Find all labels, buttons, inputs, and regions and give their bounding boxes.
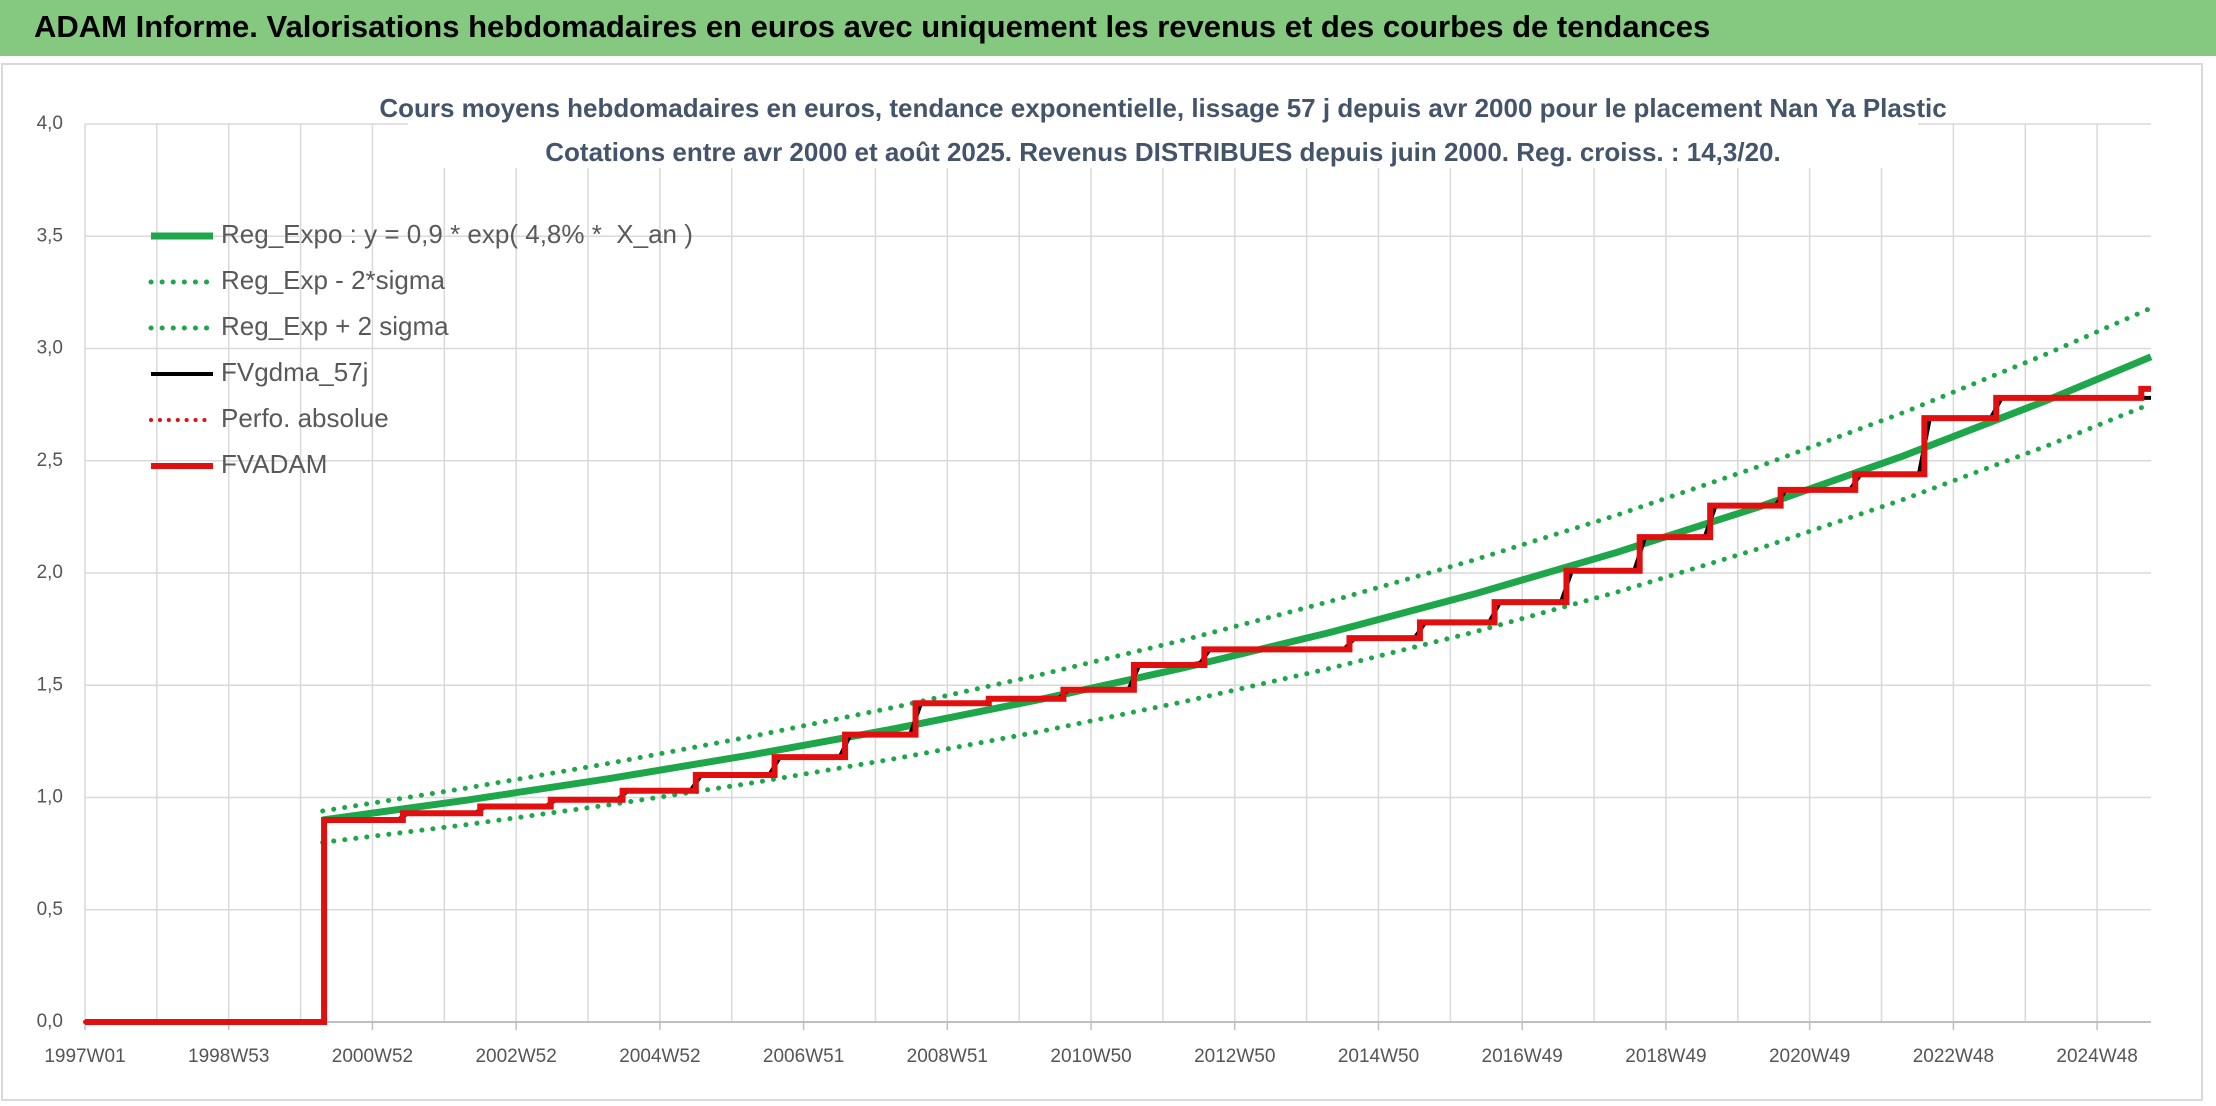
y-tick-label: 4,0 <box>37 113 63 134</box>
chart: 0,0 0,5 1,0 1,5 2,0 2,5 3,0 3,5 4,0 1997W01 1998W5… <box>1 63 2203 1101</box>
chart-subtitle: Cotations entre avr 2000 et août 2025. R… <box>545 137 1780 167</box>
x-tick-label: 2018W49 <box>1625 1046 1706 1067</box>
y-tick-label: 3,5 <box>37 225 63 246</box>
x-tick-label: 2012W50 <box>1194 1046 1275 1067</box>
series-line <box>320 305 2154 814</box>
y-tick-label: 1,5 <box>37 674 63 695</box>
chart-title: Cours moyens hebdomadaires en euros, ten… <box>379 93 1946 123</box>
x-tick-label: 2016W49 <box>1482 1046 1563 1067</box>
legend-label: FVgdma_57j <box>221 357 368 387</box>
x-tick-label: 2022W48 <box>1913 1046 1994 1067</box>
legend-label: Perfo. absolue <box>221 403 389 433</box>
y-tick-label: 0,0 <box>37 1011 63 1032</box>
legend-label: FVADAM <box>221 449 327 479</box>
title-background <box>408 86 1918 168</box>
x-tick-label: 2020W49 <box>1769 1046 1850 1067</box>
x-tick-label: 2008W51 <box>907 1046 988 1067</box>
y-tick-label: 1,0 <box>37 787 63 808</box>
y-tick-label: 0,5 <box>37 899 63 920</box>
header-bar: ADAM Informe. Valorisations hebdomadaire… <box>0 0 2216 56</box>
x-tick-label: 2024W48 <box>2056 1046 2137 1067</box>
x-tick-label: 2002W52 <box>475 1046 556 1067</box>
x-tick-label: 2010W50 <box>1050 1046 1131 1067</box>
x-tick-label: 2014W50 <box>1338 1046 1419 1067</box>
legend-label: Reg_Exp - 2*sigma <box>221 265 446 295</box>
legend-label: Reg_Exp + 2 sigma <box>221 311 449 341</box>
x-tick-label: 2004W52 <box>619 1046 700 1067</box>
x-tick-label: 2006W51 <box>763 1046 844 1067</box>
header-title: ADAM Informe. Valorisations hebdomadaire… <box>34 9 1711 44</box>
x-tick-label: 2000W52 <box>332 1046 413 1067</box>
y-tick-label: 2,5 <box>37 450 63 471</box>
legend-label: Reg_Expo : y = 0,9 * exp( 4,8% * X_an ) <box>221 219 693 249</box>
y-tick-label: 2,0 <box>37 562 63 583</box>
y-tick-label: 3,0 <box>37 338 63 359</box>
series-line <box>85 385 2151 1025</box>
x-tick-label: 1997W01 <box>44 1046 125 1067</box>
x-tick-label: 1998W53 <box>188 1046 269 1067</box>
